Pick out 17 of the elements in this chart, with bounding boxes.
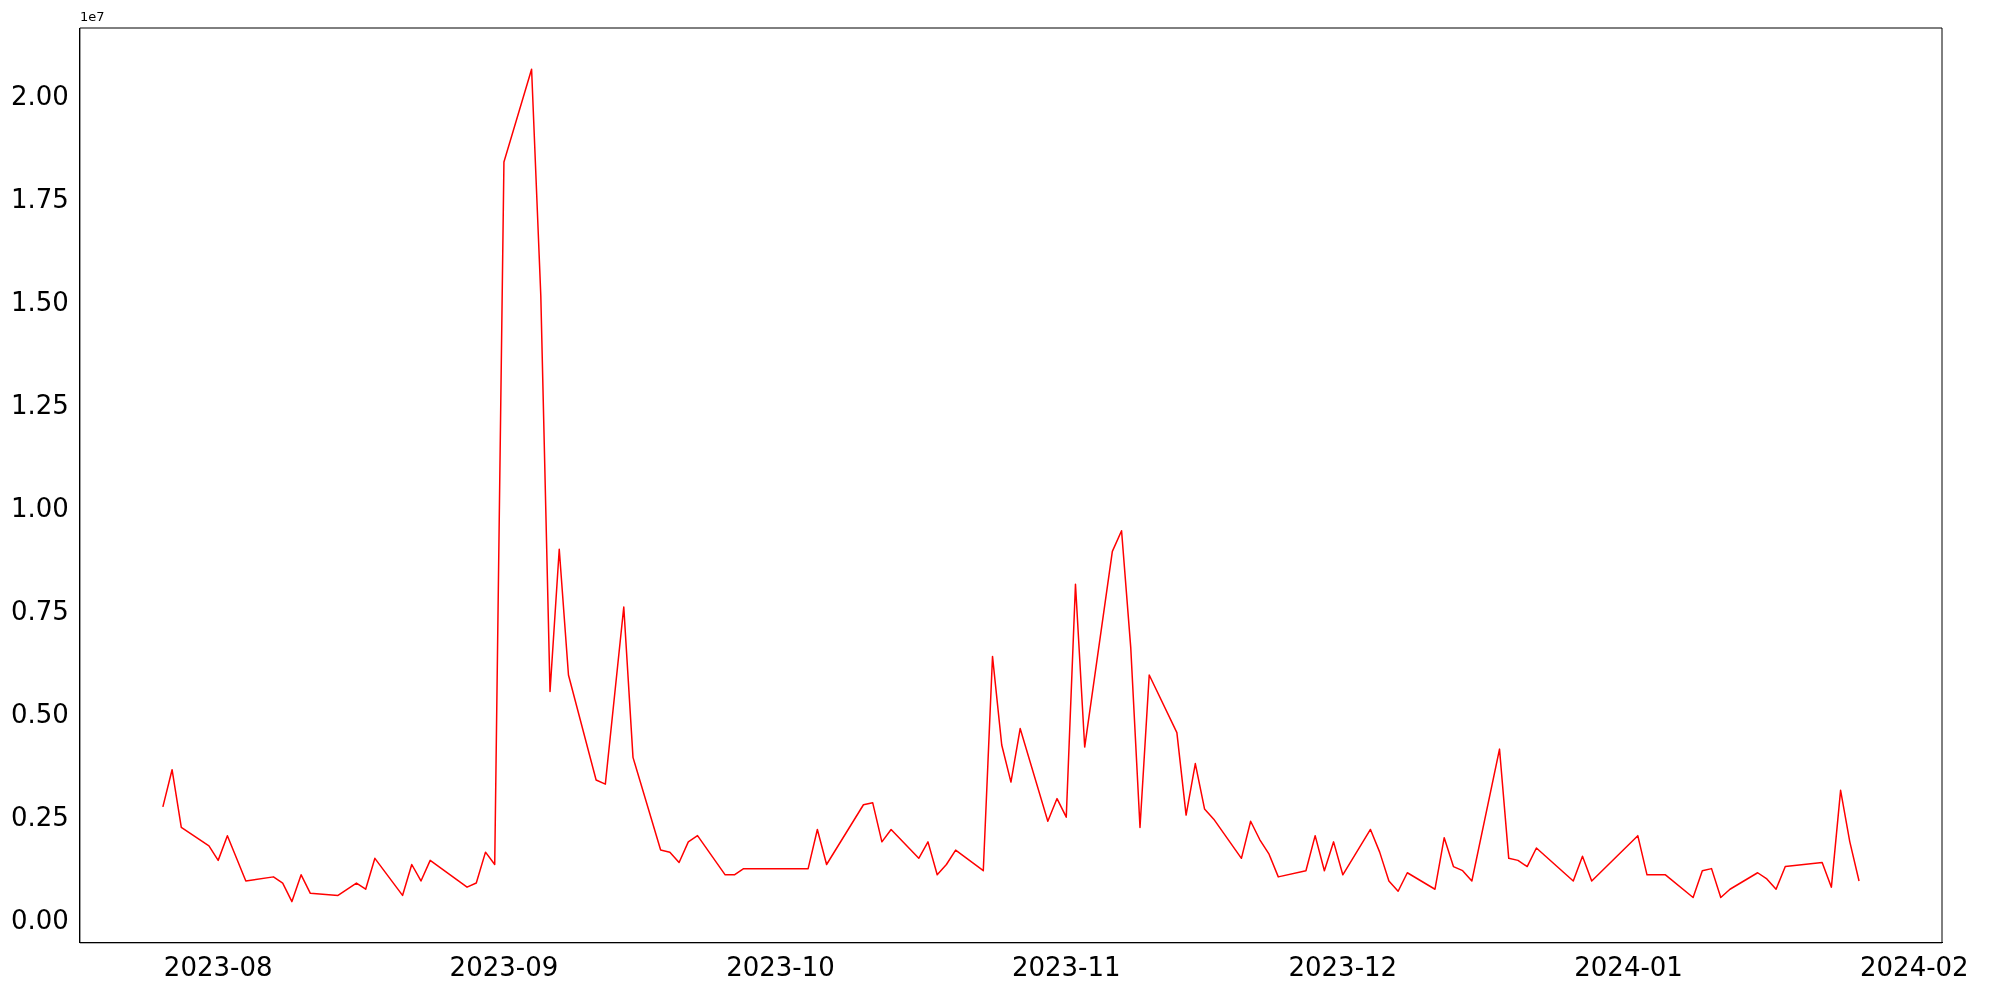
y-tick-label: 2.00 (11, 80, 69, 111)
y-tick-label: 1.50 (11, 286, 69, 317)
y-tick-label: 1.25 (11, 389, 69, 420)
y-tick-label: 0.25 (11, 801, 69, 832)
text: 1e7 (79, 8, 105, 24)
y-tick-label: 0.00 (11, 904, 69, 935)
y-tick-label: 1.00 (11, 492, 69, 523)
x-tick-label: 2023-11 (1011, 952, 1121, 983)
x-tick-label: 2023-12 (1288, 952, 1398, 983)
x-tick-label: 2023-10 (726, 952, 835, 983)
x-tick-label: 2023-08 (163, 952, 273, 983)
x-tick-label: 2024-02 (1860, 952, 1969, 983)
y-tick-label: 1.75 (11, 183, 69, 214)
y-tick-label: 0.75 (11, 595, 69, 626)
y-tick-label: 0.50 (11, 698, 69, 729)
x-tick-label: 2023-09 (449, 952, 559, 983)
x-tick-label: 2024-01 (1574, 952, 1683, 983)
